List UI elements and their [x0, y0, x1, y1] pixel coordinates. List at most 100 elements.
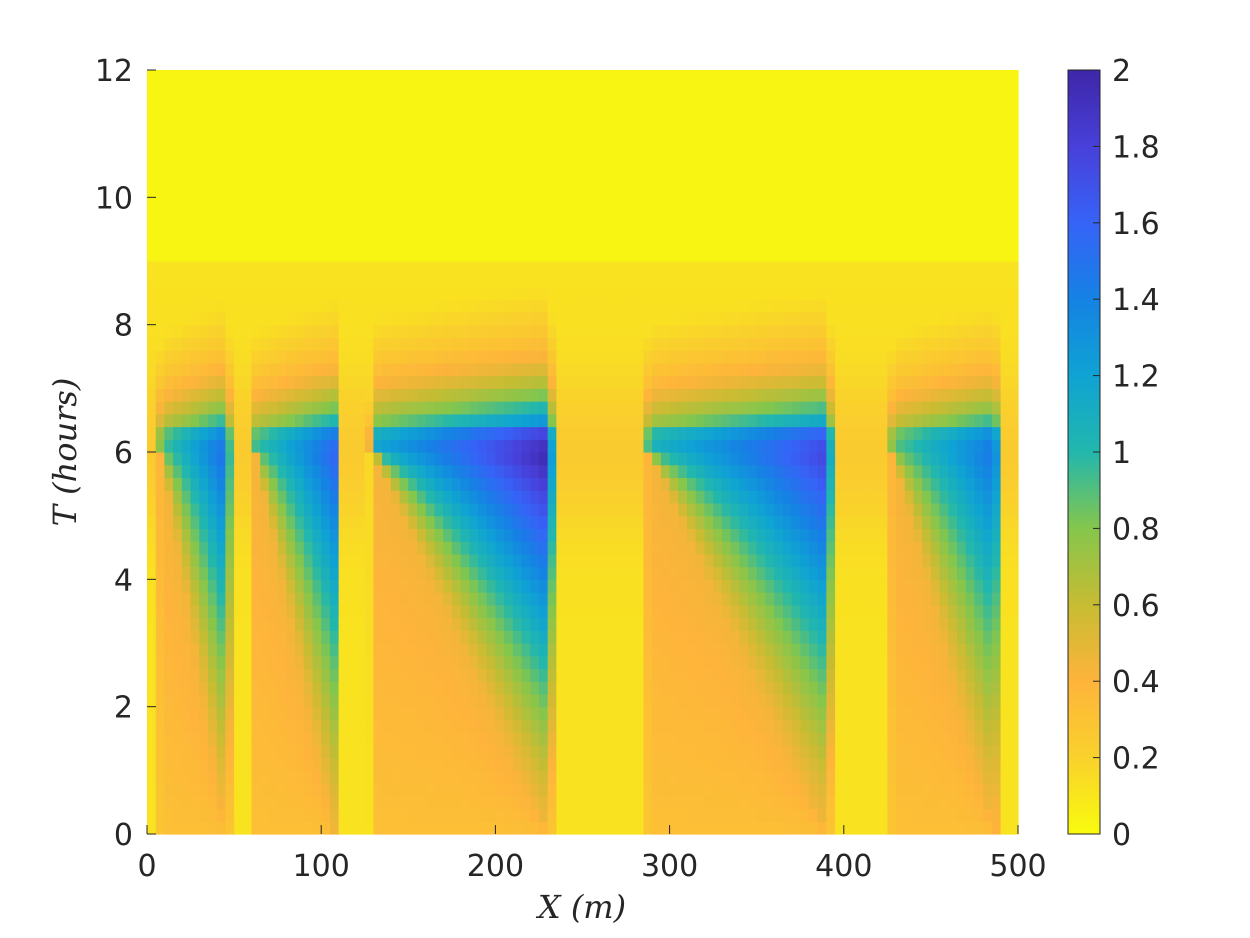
- heatmap-cell: [721, 210, 732, 224]
- heatmap-cell: [312, 757, 322, 771]
- heatmap-cell: [608, 133, 618, 147]
- heatmap-cell: [347, 362, 357, 377]
- heatmap-cell: [373, 70, 383, 84]
- heatmap-cell: [704, 515, 714, 529]
- heatmap-cell: [268, 452, 279, 466]
- heatmap-cell: [756, 70, 767, 84]
- heatmap-cell: [608, 82, 618, 97]
- heatmap-cell: [730, 70, 740, 84]
- heatmap-cell: [268, 566, 279, 580]
- heatmap-cell: [495, 681, 505, 695]
- heatmap-cell: [713, 719, 723, 733]
- heatmap-cell: [843, 337, 854, 351]
- heatmap-cell: [565, 235, 575, 249]
- heatmap-cell: [817, 120, 827, 135]
- heatmap-cell: [808, 159, 819, 173]
- heatmap-cell: [303, 655, 314, 670]
- heatmap-cell: [591, 744, 601, 759]
- heatmap-cell: [417, 541, 427, 555]
- heatmap-cell: [312, 579, 322, 593]
- heatmap-cell: [469, 337, 479, 351]
- heatmap-cell: [774, 452, 784, 466]
- heatmap-cell: [234, 222, 244, 237]
- heatmap-cell: [460, 159, 470, 173]
- heatmap-cell: [425, 744, 436, 759]
- heatmap-cell: [251, 490, 261, 504]
- heatmap-cell: [286, 553, 296, 568]
- heatmap-cell: [207, 426, 218, 440]
- heatmap-cell: [547, 617, 557, 631]
- heatmap-cell: [173, 693, 183, 708]
- heatmap-cell: [756, 337, 767, 351]
- heatmap-cell: [617, 655, 627, 670]
- heatmap-cell: [687, 375, 697, 389]
- heatmap-cell: [364, 210, 375, 224]
- heatmap-cell: [678, 515, 688, 529]
- heatmap-cell: [869, 808, 880, 822]
- heatmap-cell: [704, 171, 714, 186]
- heatmap-cell: [242, 197, 253, 211]
- heatmap-cell: [817, 324, 827, 338]
- heatmap-cell: [408, 464, 418, 479]
- heatmap-cell: [286, 273, 296, 288]
- heatmap-cell: [634, 477, 645, 491]
- heatmap-cell: [721, 362, 732, 377]
- heatmap-cell: [573, 757, 584, 771]
- heatmap-cell: [765, 133, 775, 147]
- heatmap-cell: [260, 184, 270, 198]
- heatmap-cell: [242, 171, 253, 186]
- heatmap-cell: [251, 197, 261, 211]
- heatmap-cell: [808, 553, 819, 568]
- heatmap-cell: [216, 311, 226, 326]
- heatmap-cell: [843, 299, 854, 313]
- heatmap-cell: [652, 706, 662, 720]
- heatmap-cell: [861, 490, 871, 504]
- heatmap-cell: [678, 70, 688, 84]
- heatmap-cell: [234, 108, 244, 122]
- heatmap-cell: [251, 541, 261, 555]
- heatmap-cell: [216, 299, 226, 313]
- heatmap-cell: [399, 502, 409, 517]
- heatmap-cell: [547, 324, 557, 338]
- heatmap-cell: [826, 821, 836, 835]
- heatmap-cell: [242, 324, 253, 338]
- heatmap-cell: [782, 197, 793, 211]
- heatmap-cell: [207, 795, 218, 810]
- heatmap-cell: [747, 70, 758, 84]
- heatmap-cell: [364, 528, 375, 542]
- heatmap-cell: [286, 617, 296, 631]
- heatmap-cell: [835, 795, 845, 810]
- heatmap-cell: [695, 808, 706, 822]
- heatmap-cell: [599, 604, 610, 619]
- heatmap-cell: [251, 706, 261, 720]
- heatmap-cell: [687, 617, 697, 631]
- heatmap-cell: [756, 528, 767, 542]
- heatmap-cell: [190, 171, 200, 186]
- heatmap-cell: [251, 553, 261, 568]
- heatmap-cell: [800, 553, 810, 568]
- heatmap-cell: [774, 744, 784, 759]
- heatmap-cell: [660, 719, 671, 733]
- heatmap-cell: [669, 604, 679, 619]
- heatmap-cell: [669, 375, 679, 389]
- heatmap-cell: [573, 579, 584, 593]
- heatmap-cell: [817, 655, 827, 670]
- heatmap-cell: [373, 617, 383, 631]
- heatmap-cell: [504, 248, 514, 262]
- heatmap-cell: [477, 388, 488, 402]
- heatmap-cell: [312, 490, 322, 504]
- heatmap-cell: [251, 95, 261, 109]
- heatmap-cell: [155, 502, 166, 517]
- heatmap-cell: [207, 388, 218, 402]
- heatmap-cell: [347, 541, 357, 555]
- heatmap-cell: [591, 719, 601, 733]
- heatmap-cell: [599, 171, 610, 186]
- heatmap-cell: [512, 197, 523, 211]
- heatmap-cell: [599, 566, 610, 580]
- heatmap-cell: [808, 210, 819, 224]
- heatmap-cell: [277, 171, 287, 186]
- heatmap-cell: [808, 197, 819, 211]
- heatmap-cell: [713, 184, 723, 198]
- heatmap-cell: [695, 643, 706, 657]
- heatmap-cell: [582, 401, 592, 415]
